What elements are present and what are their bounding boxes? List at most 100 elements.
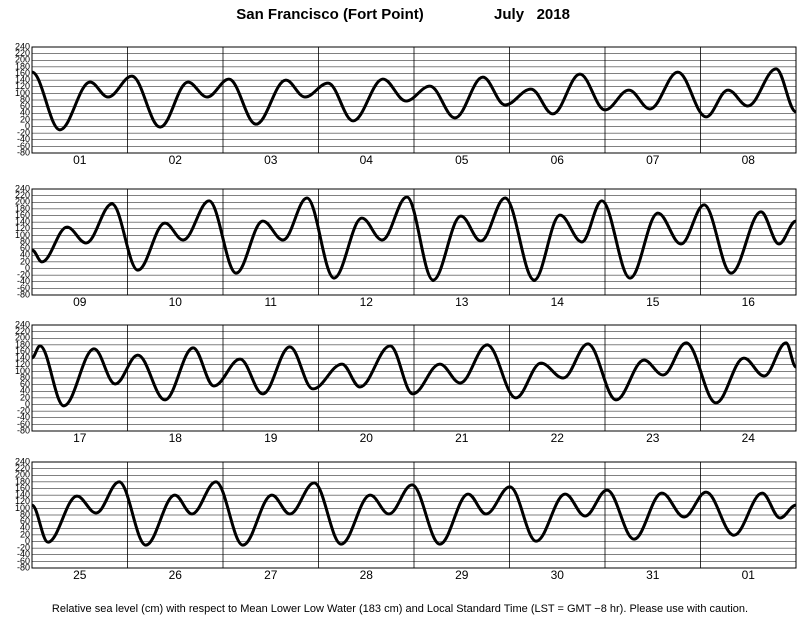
y-tick-label: 80 bbox=[20, 509, 30, 519]
y-tick-label: 200 bbox=[15, 470, 30, 480]
y-tick-label: 100 bbox=[15, 366, 30, 376]
day-label: 24 bbox=[742, 431, 756, 445]
y-tick-label: 140 bbox=[15, 217, 30, 227]
day-label: 18 bbox=[169, 431, 183, 445]
plot-frame bbox=[31, 46, 797, 154]
y-tick-label: 140 bbox=[15, 353, 30, 363]
day-label: 17 bbox=[73, 431, 87, 445]
y-tick-label: -80 bbox=[17, 289, 30, 299]
y-tick-label: 160 bbox=[15, 210, 30, 220]
y-tick-label: 60 bbox=[20, 101, 30, 111]
day-label: 11 bbox=[265, 295, 278, 309]
y-tick-label: 200 bbox=[15, 197, 30, 207]
day-label: 01 bbox=[73, 153, 87, 167]
day-label: 13 bbox=[455, 295, 469, 309]
day-label: 14 bbox=[551, 295, 565, 309]
day-label: 08 bbox=[742, 153, 756, 167]
tide-line bbox=[30, 480, 797, 547]
day-label: 16 bbox=[742, 295, 756, 309]
y-tick-label: 200 bbox=[15, 333, 30, 343]
y-tick-label: 220 bbox=[15, 326, 30, 336]
y-tick-label: 240 bbox=[15, 456, 30, 466]
y-tick-label: -60 bbox=[17, 419, 30, 429]
y-tick-label: -60 bbox=[17, 283, 30, 293]
y-tick-label: 0 bbox=[25, 121, 30, 131]
day-label: 09 bbox=[73, 295, 87, 309]
y-tick-label: -80 bbox=[17, 425, 30, 435]
y-tick-label: -40 bbox=[17, 276, 30, 286]
day-label: 15 bbox=[646, 295, 660, 309]
day-label: 03 bbox=[264, 153, 278, 167]
day-label: 23 bbox=[646, 431, 660, 445]
y-tick-label: 0 bbox=[25, 399, 30, 409]
y-tick-label: 120 bbox=[15, 496, 30, 506]
y-tick-label: 0 bbox=[25, 536, 30, 546]
y-tick-label: 80 bbox=[20, 236, 30, 246]
y-tick-label: 120 bbox=[15, 359, 30, 369]
tide-line bbox=[31, 341, 798, 408]
day-label: 22 bbox=[551, 431, 565, 445]
y-tick-label: 80 bbox=[20, 94, 30, 104]
panel: -80-60-40-200204060801001201401601802002… bbox=[15, 41, 797, 167]
y-tick-label: 220 bbox=[15, 48, 30, 58]
y-tick-label: 40 bbox=[20, 523, 30, 533]
y-tick-label: 40 bbox=[20, 108, 30, 118]
day-label: 25 bbox=[73, 568, 87, 582]
day-label: 31 bbox=[646, 568, 660, 582]
y-tick-label: 240 bbox=[15, 319, 30, 329]
y-tick-label: 140 bbox=[15, 490, 30, 500]
y-tick-label: -60 bbox=[17, 556, 30, 566]
day-label: 19 bbox=[264, 431, 278, 445]
y-tick-label: 20 bbox=[20, 392, 30, 402]
day-label: 10 bbox=[169, 295, 183, 309]
y-tick-label: 240 bbox=[15, 183, 30, 193]
day-label: 07 bbox=[646, 153, 660, 167]
y-tick-label: 120 bbox=[15, 81, 30, 91]
y-tick-label: 180 bbox=[15, 476, 30, 486]
day-label: 27 bbox=[264, 568, 278, 582]
panel: -80-60-40-200204060801001201401601802002… bbox=[15, 456, 797, 582]
y-tick-label: 20 bbox=[20, 529, 30, 539]
y-tick-label: 140 bbox=[15, 75, 30, 85]
y-tick-label: 160 bbox=[15, 346, 30, 356]
day-label: 21 bbox=[455, 431, 469, 445]
y-tick-label: -40 bbox=[17, 549, 30, 559]
y-tick-label: 220 bbox=[15, 463, 30, 473]
y-tick-label: -80 bbox=[17, 562, 30, 572]
day-label: 04 bbox=[360, 153, 374, 167]
day-label: 20 bbox=[360, 431, 374, 445]
plot-frame bbox=[31, 324, 797, 432]
y-tick-label: -20 bbox=[17, 270, 30, 280]
y-tick-label: 240 bbox=[15, 41, 30, 51]
panel: -80-60-40-200204060801001201401601802002… bbox=[15, 319, 798, 445]
footnote: Relative sea level (cm) with respect to … bbox=[52, 603, 748, 615]
tide-line bbox=[31, 195, 797, 282]
y-tick-label: 60 bbox=[20, 243, 30, 253]
y-tick-label: 100 bbox=[15, 230, 30, 240]
y-tick-label: 160 bbox=[15, 483, 30, 493]
day-label: 26 bbox=[169, 568, 183, 582]
y-tick-label: 40 bbox=[20, 250, 30, 260]
y-tick-label: 160 bbox=[15, 68, 30, 78]
day-label: 12 bbox=[360, 295, 374, 309]
y-tick-label: -20 bbox=[17, 128, 30, 138]
y-tick-label: 180 bbox=[15, 339, 30, 349]
y-tick-label: 60 bbox=[20, 379, 30, 389]
y-tick-label: 180 bbox=[15, 203, 30, 213]
y-tick-label: 0 bbox=[25, 263, 30, 273]
y-tick-label: 20 bbox=[20, 256, 30, 266]
y-tick-label: -80 bbox=[17, 147, 30, 157]
y-tick-label: -20 bbox=[17, 406, 30, 416]
day-label: 06 bbox=[551, 153, 565, 167]
tide-line bbox=[31, 67, 797, 132]
chart-title: San Francisco (Fort Point) bbox=[236, 6, 424, 23]
panel: -80-60-40-200204060801001201401601802002… bbox=[15, 183, 797, 309]
y-tick-label: -20 bbox=[17, 543, 30, 553]
y-tick-label: 40 bbox=[20, 386, 30, 396]
plot-frame bbox=[31, 461, 797, 569]
y-tick-label: -40 bbox=[17, 134, 30, 144]
y-tick-label: -40 bbox=[17, 412, 30, 422]
day-label: 29 bbox=[455, 568, 469, 582]
y-tick-label: 100 bbox=[15, 88, 30, 98]
